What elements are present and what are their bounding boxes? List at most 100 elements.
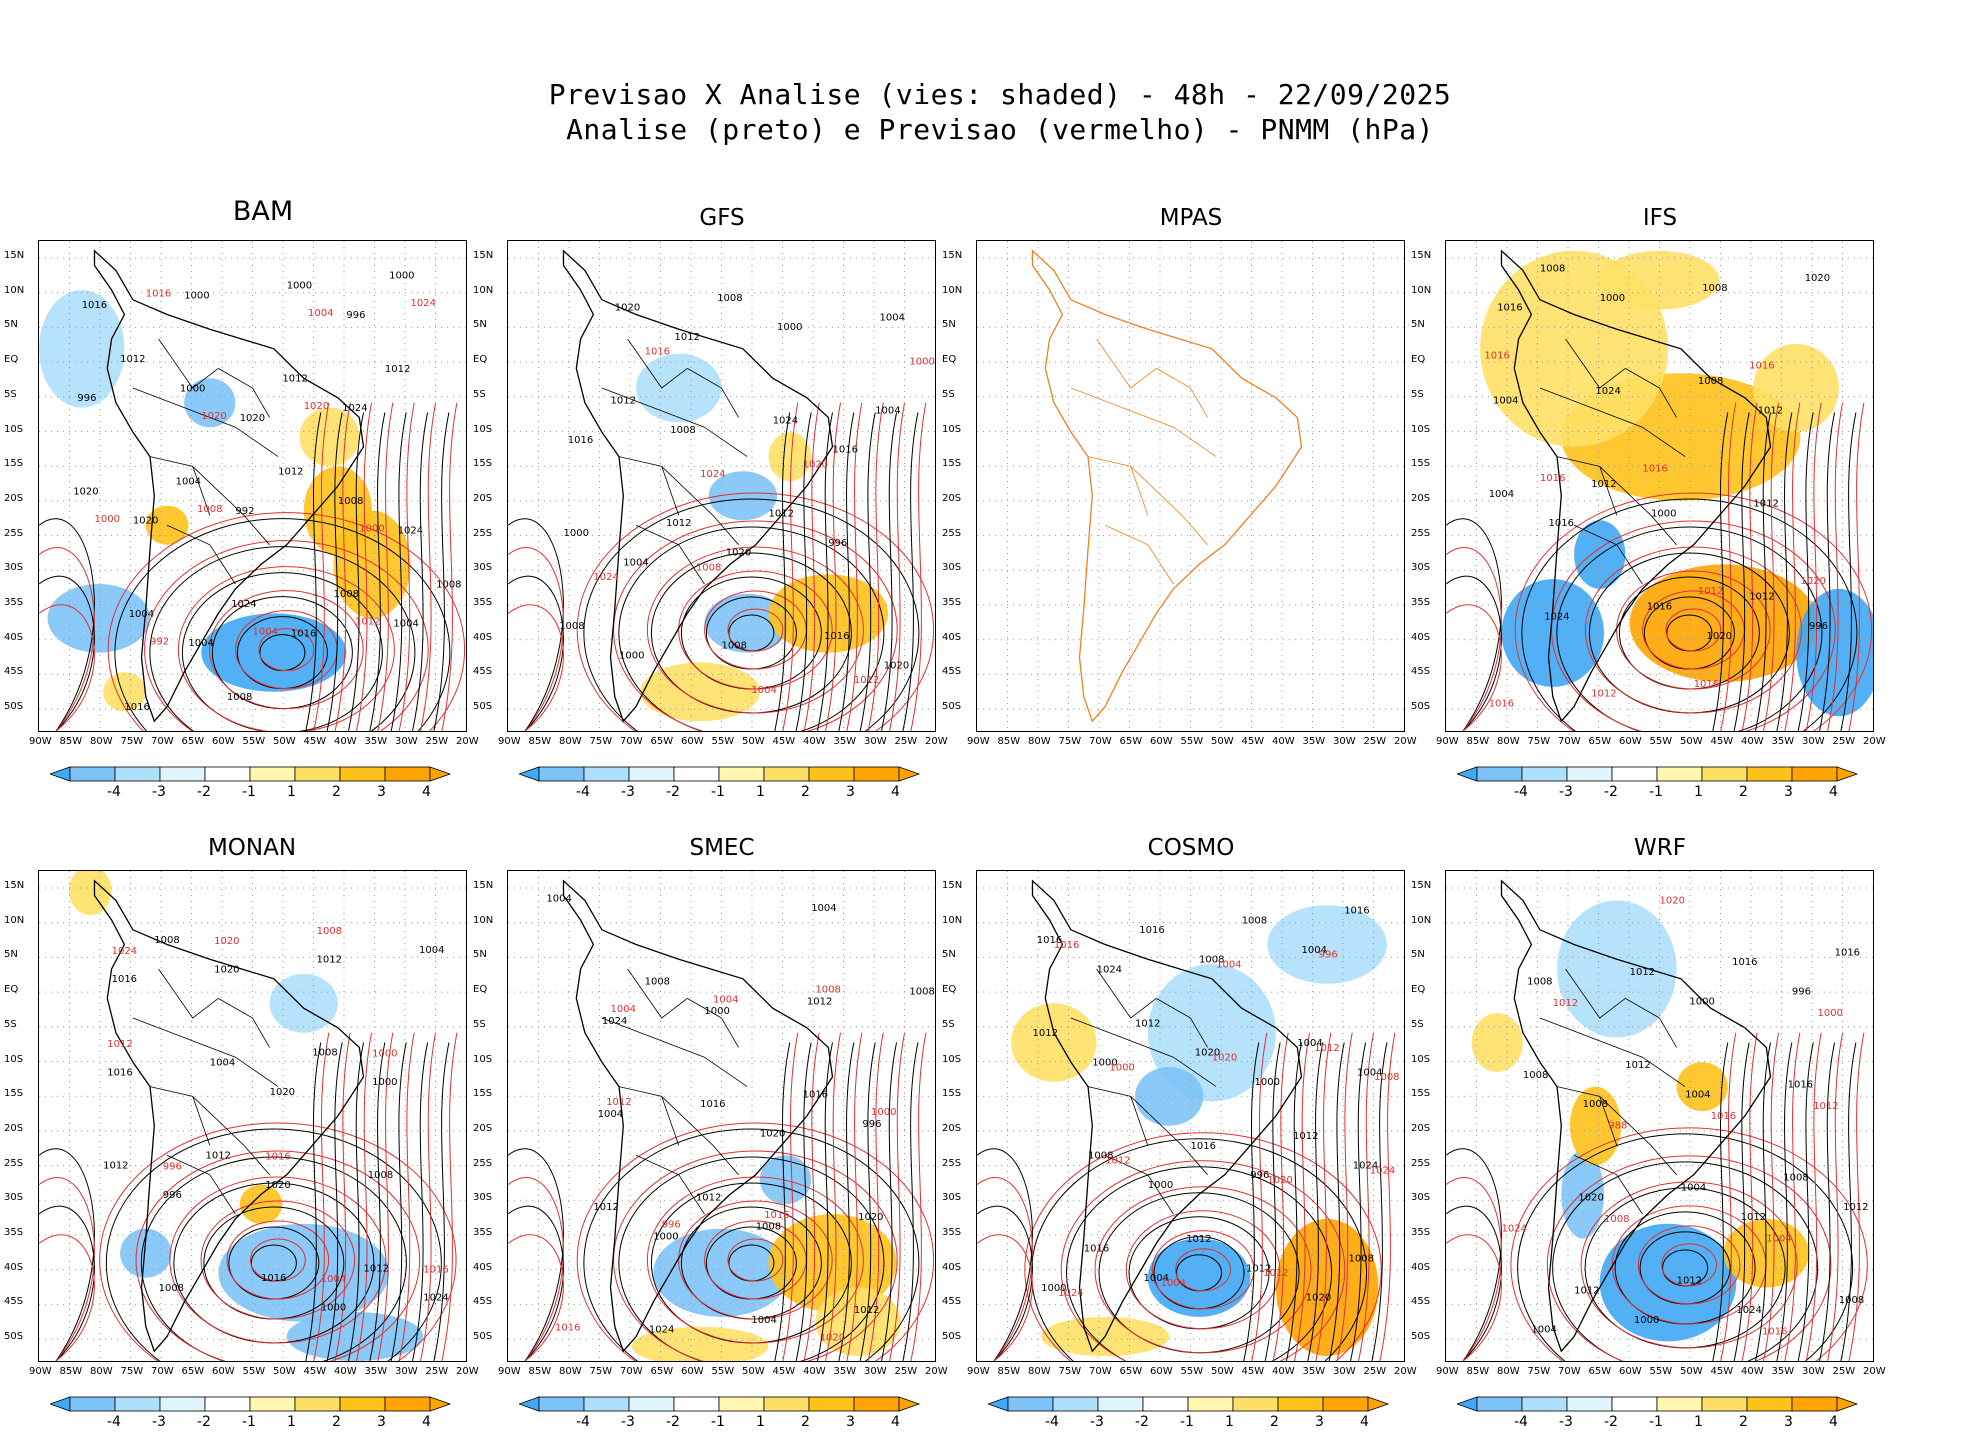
- colorbar: -4 -3 -2 -1 1 2 3 4: [48, 1396, 452, 1430]
- forecast-isobar-label: 1004: [1766, 1233, 1791, 1244]
- lat-tick-label: 5S: [4, 388, 17, 400]
- analysis-isobar: [39, 575, 95, 731]
- forecast-isobar: [107, 512, 466, 731]
- lon-tick-label: 30W: [395, 736, 418, 747]
- bias-shade: [68, 871, 112, 916]
- colorbar-arrow-high: [898, 766, 921, 782]
- lat-tick-label: 30S: [942, 1192, 962, 1204]
- analysis-isobar-label: 1000: [1041, 1283, 1066, 1294]
- forecast-isobar: [1720, 402, 1737, 731]
- lon-tick-label: 25W: [425, 1366, 449, 1377]
- lon-tick-label: 50W: [273, 1366, 296, 1377]
- lon-tick-label: 70W: [620, 736, 643, 747]
- analysis-isobar: [902, 412, 919, 731]
- forecast-isobar: [977, 1234, 1033, 1361]
- lon-tick-label: 30W: [1802, 736, 1825, 747]
- panel-title-mpas: MPAS: [1159, 205, 1223, 231]
- analysis-isobar-label: 996: [1792, 987, 1811, 998]
- analysis-isobar-label: 996: [346, 310, 365, 321]
- lat-tick-label: 5S: [1411, 388, 1424, 400]
- lon-tick-label: 55W: [1649, 1366, 1673, 1377]
- lat-tick-label: 20S: [1411, 492, 1431, 504]
- lon-tick-label: 20W: [1863, 1366, 1886, 1377]
- analysis-isobar-label: 1020: [265, 1180, 290, 1191]
- analysis-isobar-label: 1020: [240, 413, 265, 424]
- forecast-isobar: [1379, 1032, 1396, 1361]
- analysis-isobar: [1556, 526, 1823, 731]
- bias-shade: [708, 471, 778, 521]
- colorbar-segment: [1566, 766, 1613, 782]
- forecast-isobar-label: 1004: [253, 627, 278, 638]
- bias-shade: [1599, 1223, 1737, 1342]
- analysis-isobar: [1243, 1042, 1260, 1361]
- analysis-isobar: [1521, 498, 1858, 731]
- map-panel-monan: 1012 1012 1008 1008 1012 1016 1004 1004 1008 1008…: [38, 870, 467, 1362]
- colorbar-arrow-high: [898, 1396, 921, 1412]
- colorbar: -4 -3 -2 -1 1 2 3 4: [517, 1396, 921, 1430]
- analysis-isobar-label: 1012: [611, 396, 636, 407]
- colorbar-segment: [763, 766, 810, 782]
- lat-tick-label: EQ: [473, 984, 488, 996]
- lon-tick-label: 70W: [620, 1366, 643, 1377]
- forecast-isobar-label: 1024: [700, 469, 725, 480]
- colorbar-label: -1: [711, 1414, 725, 1430]
- lat-tick-label: 40S: [4, 1261, 24, 1273]
- colorbar-segment: [1322, 1396, 1369, 1412]
- analysis-isobar-label: 1004: [1531, 1325, 1556, 1336]
- country-border: [601, 1017, 748, 1087]
- forecast-isobar: [1315, 1032, 1332, 1361]
- analysis-isobar-label: 1024: [773, 415, 798, 426]
- country-border: [627, 338, 688, 389]
- forecast-isobar: [1336, 1032, 1353, 1361]
- colorbar-label: 1: [756, 1414, 765, 1430]
- analysis-isobar-label: 1012: [120, 354, 145, 365]
- map-canvas: 1012 1012 1008 1008 1012 1016 1004 1004 1008 1008…: [39, 871, 466, 1361]
- analysis-isobar-label: 1020: [1805, 273, 1830, 284]
- lat-tick-label: 30S: [473, 1192, 493, 1204]
- lon-tick-label: 70W: [1089, 1366, 1112, 1377]
- forecast-isobar: [1661, 1243, 1718, 1287]
- forecast-isobar: [846, 402, 863, 731]
- country-border: [687, 368, 739, 418]
- forecast-isobar: [1446, 547, 1502, 731]
- colorbar-label: -1: [242, 784, 256, 800]
- colorbar-label: -4: [1045, 1414, 1059, 1430]
- forecast-isobar: [508, 1177, 564, 1361]
- forecast-isobar-label: 1020: [1660, 895, 1685, 906]
- forecast-isobar: [646, 1176, 864, 1344]
- colorbar-segment: [1791, 1396, 1838, 1412]
- colorbar-label: -3: [152, 1414, 166, 1430]
- analysis-isobar-label: 1008: [645, 977, 670, 988]
- lat-tick-label: 20S: [1411, 1122, 1431, 1134]
- lat-tick-label: 10N: [1411, 914, 1432, 926]
- analysis-isobar-label: 1000: [1148, 1180, 1173, 1191]
- lon-tick-label: 85W: [997, 736, 1021, 747]
- analysis-isobar-label: 1000: [777, 322, 802, 333]
- coastline: [93, 249, 365, 723]
- lon-tick-label: 80W: [1497, 736, 1520, 747]
- lat-tick-label: 15S: [473, 458, 493, 470]
- lon-tick-label: 55W: [711, 736, 735, 747]
- coastline: [93, 879, 365, 1353]
- forecast-isobar: [576, 492, 935, 731]
- forecast-isobar-label: 1000: [871, 1107, 896, 1118]
- forecast-isobar: [441, 1032, 458, 1361]
- forecast-isobar-label: 1016: [1762, 1327, 1787, 1338]
- lon-tick-label: 35W: [833, 736, 857, 747]
- forecast-isobar-label: 1020: [304, 401, 329, 412]
- analysis-isobar-label: 1016: [1139, 925, 1164, 936]
- lon-tick-label: 80W: [90, 1366, 113, 1377]
- panel-title-cosmo: COSMO: [1147, 835, 1235, 861]
- bias-shade: [704, 593, 790, 653]
- lat-tick-label: EQ: [942, 354, 957, 366]
- lon-tick-label: 80W: [1497, 1366, 1520, 1377]
- lon-tick-label: 30W: [1802, 1366, 1825, 1377]
- forecast-isobar-label: 1004: [611, 1004, 636, 1015]
- country-border: [1156, 998, 1208, 1048]
- lat-tick-label: 40S: [473, 631, 493, 643]
- coastline: [1031, 879, 1303, 1353]
- analysis-isobar: [105, 1128, 442, 1361]
- analysis-isobar-label: 1000: [372, 1077, 397, 1088]
- analysis-isobar-label: 1012: [1293, 1131, 1318, 1142]
- country-border: [1573, 1154, 1643, 1215]
